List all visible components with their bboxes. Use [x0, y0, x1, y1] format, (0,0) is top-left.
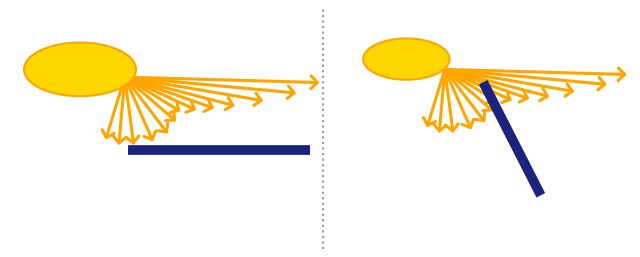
Ellipse shape — [364, 39, 449, 80]
Ellipse shape — [24, 43, 136, 96]
